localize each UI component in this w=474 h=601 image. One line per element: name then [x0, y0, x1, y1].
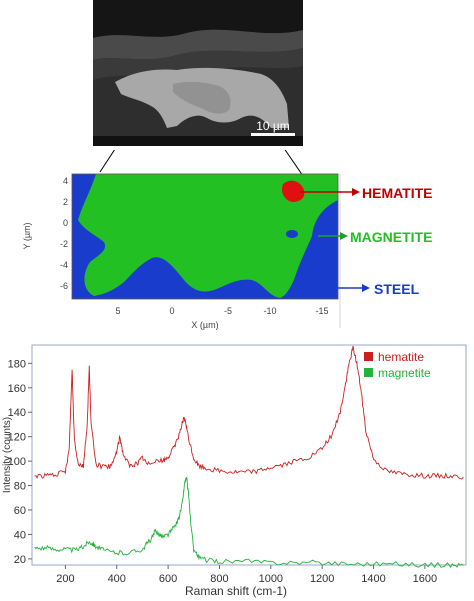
map-x-tick: 0 — [169, 306, 174, 316]
raman-spectra-chart: 200 400 600 800 1000 1200 1400 1600 20 40 60 80 100… — [2, 344, 467, 598]
map-y-tick: 0 — [63, 218, 68, 228]
y-tick-label: 140 — [8, 407, 26, 419]
legend-swatch-hematite — [364, 352, 373, 361]
map-y-tick: -4 — [60, 260, 68, 270]
map-y-tick: 4 — [63, 176, 68, 186]
y-tick-label: 20 — [14, 554, 26, 566]
y-axis-label: Intensity (counts) — [2, 417, 13, 493]
y-tick-label: 60 — [14, 505, 26, 517]
map-y-tick: -6 — [60, 281, 68, 291]
x-tick-label: 800 — [210, 573, 228, 585]
x-tick-label: 1600 — [413, 573, 437, 585]
y-tick-label: 120 — [8, 432, 26, 444]
x-tick-label: 1000 — [259, 573, 283, 585]
magnetite-series-line — [34, 477, 464, 569]
legend-label-magnetite: magnetite — [378, 366, 431, 380]
plot-area — [31, 344, 467, 566]
y-tick-label: 40 — [14, 529, 26, 541]
steel-label: STEEL — [374, 281, 420, 297]
map-x-tick: -5 — [224, 306, 232, 316]
hematite-region — [282, 180, 305, 202]
map-y-tick: 2 — [63, 197, 68, 207]
raman-phase-map: Y (µm) 4 2 0 -2 -4 -6 5 0 -5 -10 -15 X (… — [22, 150, 433, 330]
x-tick-label: 200 — [56, 573, 74, 585]
scale-bar-label: 10 µm — [256, 119, 290, 133]
map-x-tick: -15 — [315, 306, 328, 316]
hematite-series-line — [34, 345, 464, 480]
y-tick-label: 80 — [14, 481, 26, 493]
y-tick-label: 160 — [8, 383, 26, 395]
x-axis-label: Raman shift (cm-1) — [185, 584, 287, 598]
steel-inclusion — [286, 230, 298, 238]
x-tick-label: 1400 — [361, 573, 385, 585]
magnetite-label: MAGNETITE — [350, 229, 432, 245]
sem-micrograph: 10 µm — [93, 0, 303, 146]
map-image — [72, 174, 338, 299]
x-tick-label: 400 — [108, 573, 126, 585]
x-tick-label: 1200 — [310, 573, 334, 585]
map-x-tick: -10 — [263, 306, 276, 316]
y-tick-label: 180 — [8, 358, 26, 370]
x-tick-label: 600 — [159, 573, 177, 585]
hematite-label: HEMATITE — [362, 185, 433, 201]
map-y-axis-label: Y (µm) — [22, 222, 32, 249]
zoom-line-left — [99, 150, 115, 173]
map-x-axis-label: X (µm) — [191, 320, 218, 330]
magnetite-region — [78, 174, 338, 298]
y-tick-label: 100 — [8, 456, 26, 468]
legend-label-hematite: hematite — [378, 350, 424, 364]
scale-bar — [251, 133, 295, 136]
map-y-tick: -2 — [60, 239, 68, 249]
legend-swatch-magnetite — [364, 368, 373, 377]
map-x-tick: 5 — [115, 306, 120, 316]
